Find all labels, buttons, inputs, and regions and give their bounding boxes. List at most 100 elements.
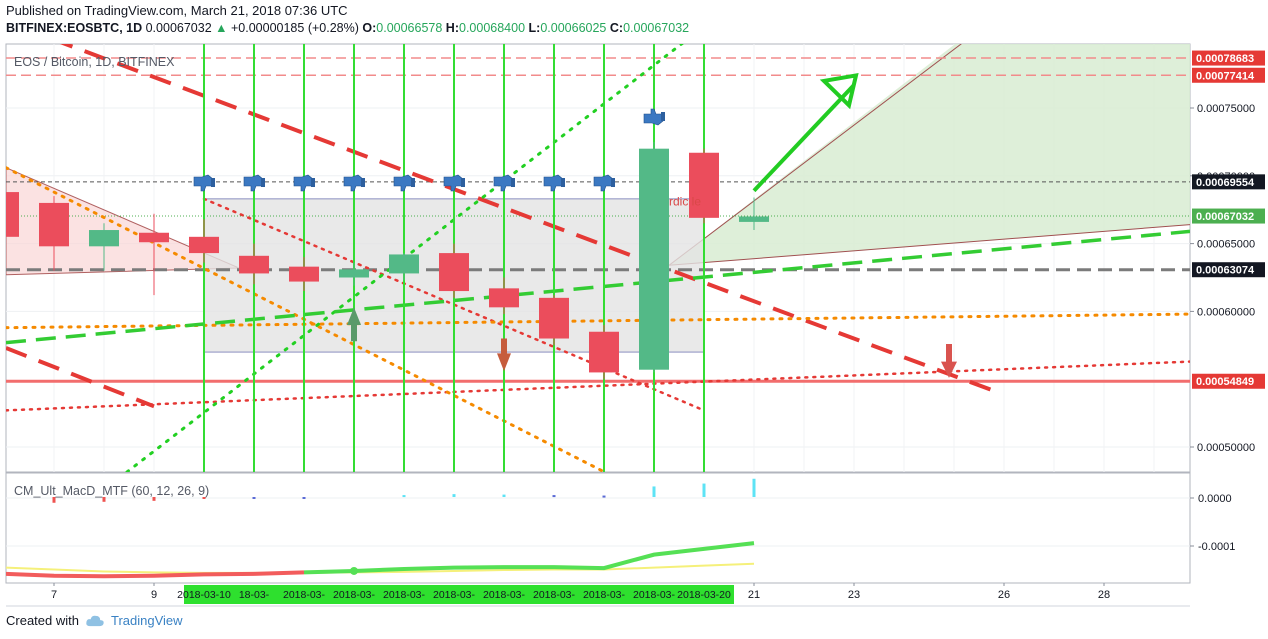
symbol-label: BITFINEX:EOSBTC, 1D [6, 21, 143, 35]
red-dotted-ascending [6, 360, 1190, 412]
bearish-triangle-zone [6, 167, 240, 276]
x-date-label: 2018-03- [583, 589, 626, 601]
x-date-label: 2018-03- [383, 589, 426, 601]
symbol-info-line: BITFINEX:EOSBTC, 1D 0.00067032 ▲ +0.0000… [6, 21, 689, 35]
close-label: C: [609, 21, 624, 35]
high-value: 0.00068400 [459, 21, 526, 35]
price-tag-label: 0.00078683 [1196, 53, 1254, 65]
price-tag [1192, 67, 1265, 83]
main-pane-drawings: rdic le [6, 44, 1190, 472]
candle-body [6, 192, 19, 237]
thumbs-down-icon [493, 174, 515, 192]
histogram-bar [102, 497, 106, 502]
histogram-bar [402, 495, 406, 498]
change-value: +0.00000185 (+0.28%) [231, 21, 359, 35]
orange-dotted-descending [6, 166, 608, 472]
indicator-drawings [6, 478, 1190, 579]
red-dashed-lower-left [6, 346, 155, 409]
thumbs-down-icon [593, 174, 615, 192]
low-value: 0.00066025 [540, 21, 607, 35]
candle-body [639, 148, 669, 370]
indicator-title: CM_Ult_MacD_MTF (60, 12, 26, 9) [14, 484, 209, 498]
candle-body [289, 266, 319, 282]
x-date-label: 18-03- [239, 589, 270, 601]
candle-body [689, 152, 719, 218]
indicator-y-tick-label: 0.0000 [1198, 493, 1232, 505]
price-tag [1192, 208, 1265, 224]
x-date-label: 2018-03- [633, 589, 676, 601]
candle-body [239, 255, 269, 274]
macd-line-bullish [303, 541, 755, 575]
histogram-bar [552, 495, 556, 498]
candle-body [339, 269, 369, 278]
red-down-arrow-icon [497, 338, 511, 372]
bullish-projection-zone [669, 44, 1190, 266]
price-tag [1192, 262, 1265, 278]
x-tick-label: 23 [848, 589, 860, 601]
histogram-bar [452, 494, 456, 497]
histogram-bar [652, 486, 656, 497]
open-label: O: [362, 21, 377, 35]
histogram-bar [302, 497, 306, 499]
candle-body [439, 253, 469, 292]
thumbs-down-icon [443, 174, 465, 192]
thumbs-down-icon [243, 174, 265, 192]
green-arrow-head-icon [819, 72, 859, 110]
close-value: 0.00067032 [623, 21, 690, 35]
price-tag-label: 0.00069554 [1196, 177, 1255, 189]
price-tag [1192, 50, 1265, 66]
thumbs-up-icon [643, 108, 665, 126]
projection-lower-line [668, 224, 1190, 266]
chart-annotation-text: rdic le [669, 195, 701, 209]
x-date-label: 2018-03- [533, 589, 576, 601]
x-tick-label: 26 [998, 589, 1010, 601]
candle-body [539, 297, 569, 339]
y-tick-label: 0.00065000 [1197, 239, 1255, 251]
crossover-dot [350, 566, 358, 575]
indicator-pane-frame [5, 472, 1191, 584]
footer: Created with TradingView [6, 613, 183, 628]
published-line: Published on TradingView.com, March 21, … [6, 3, 348, 18]
tradingview-brand[interactable]: TradingView [110, 613, 183, 628]
green-target-arrow [752, 83, 856, 193]
histogram-bar [502, 494, 506, 497]
x-date-label: 2018-03- [483, 589, 526, 601]
x-tick-label: 7 [51, 589, 57, 601]
created-with-text: Created with [6, 613, 79, 628]
red-down-arrow-icon [941, 343, 957, 378]
candle-body [139, 232, 169, 243]
green-dotted-uptrend [124, 44, 684, 472]
candle-body [89, 230, 119, 247]
price-tag-label: 0.00067032 [1196, 211, 1254, 223]
thumbs-down-icon [193, 174, 215, 192]
green-up-arrow-icon [347, 307, 361, 342]
y-tick-label: 0.00060000 [1197, 306, 1255, 318]
x-date-label: 2018-03-10 [177, 589, 231, 601]
price-tag-label: 0.00054849 [1196, 376, 1254, 388]
histogram-bar [252, 497, 256, 499]
price-tag-label: 0.00063074 [1196, 265, 1255, 277]
open-value: 0.00066578 [376, 21, 443, 35]
histogram-bar [202, 497, 206, 499]
thumbs-down-icon [393, 174, 415, 192]
thumbs-down-icon [293, 174, 315, 192]
x-date-label: 2018-03-20 [677, 589, 731, 601]
candle-body [39, 202, 69, 247]
price-tag-label: 0.00077414 [1196, 70, 1255, 82]
price-tag [1192, 174, 1265, 190]
thumbs-down-icon [343, 174, 365, 192]
histogram-bar [152, 497, 156, 501]
candle-body [189, 236, 219, 254]
candle-body [389, 254, 419, 274]
last-price: 0.00067032 [145, 21, 212, 35]
thumbs-down-icon [543, 174, 565, 192]
y-tick-label: 0.00075000 [1197, 103, 1255, 115]
price-tag [1192, 373, 1265, 389]
candle-body [489, 288, 519, 308]
chart-title: EOS / Bitcoin, 1D, BITFINEX [14, 55, 175, 69]
x-tick-label: 28 [1098, 589, 1110, 601]
highlighted-date-range [184, 585, 734, 604]
candle-body [589, 331, 619, 373]
macd-line-bearish [6, 570, 305, 579]
